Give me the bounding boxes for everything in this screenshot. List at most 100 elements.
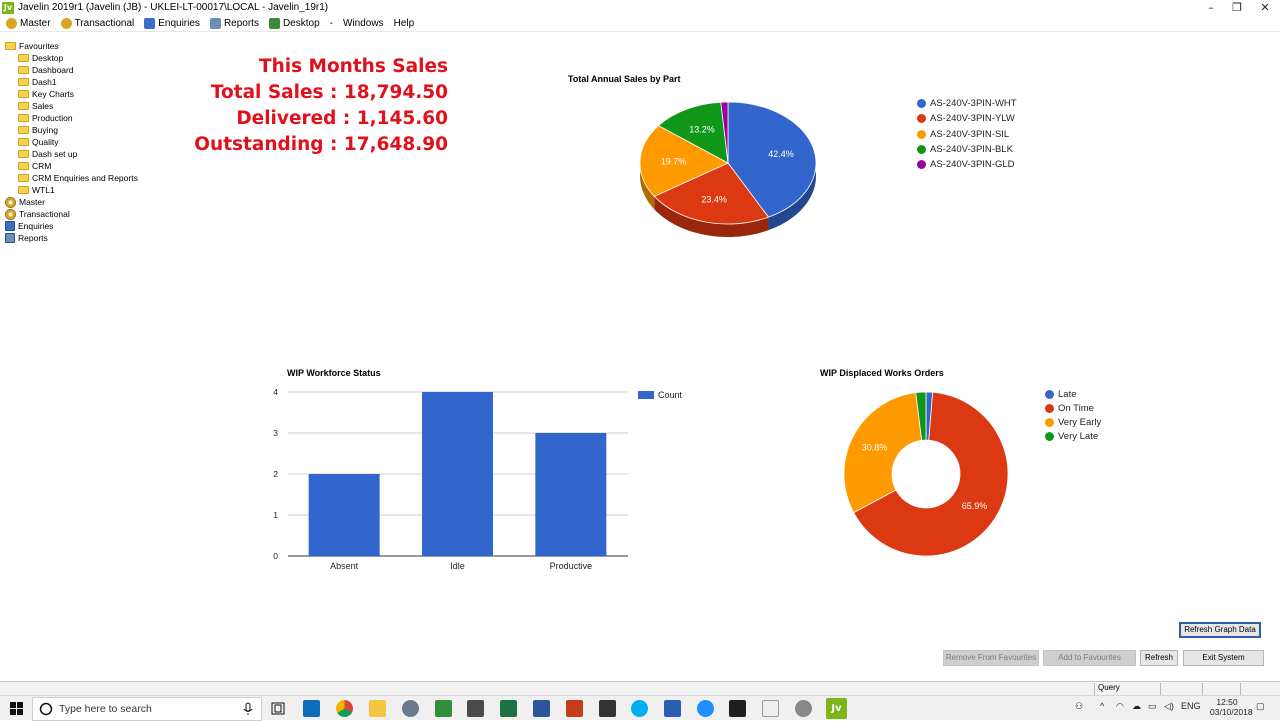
menu-transactional[interactable]: Transactional [60, 15, 134, 32]
app-icon[interactable] [599, 700, 616, 717]
folder-icon [18, 78, 29, 86]
menu-enquiries[interactable]: Enquiries [144, 15, 200, 32]
tree-item-key-charts[interactable]: Key Charts [18, 88, 138, 100]
exit-system-button[interactable]: Exit System [1183, 650, 1264, 666]
menu-help[interactable]: Help [394, 15, 415, 32]
menu-windows[interactable]: Windows [343, 15, 384, 32]
word-icon[interactable] [533, 700, 550, 717]
status-cell [1240, 683, 1280, 695]
volume-icon[interactable]: ◁) [1164, 701, 1174, 711]
tree-item-master[interactable]: Master [5, 196, 138, 208]
tree-item-buying[interactable]: Buying [18, 124, 138, 136]
bar-productive [535, 433, 607, 556]
app-icon[interactable] [762, 700, 779, 717]
refresh-graph-data-button[interactable]: Refresh Graph Data [1179, 622, 1261, 638]
menu-bar: Master Transactional Enquiries Reports Deskt… [0, 15, 1280, 32]
chrome-icon[interactable] [336, 700, 353, 717]
tree-item-dash1[interactable]: Dash1 [18, 76, 138, 88]
outlook-icon[interactable] [303, 700, 320, 717]
menu-reports[interactable]: Reports [209, 15, 259, 32]
tree-item-desktop[interactable]: Desktop [18, 52, 138, 64]
terminal-icon[interactable] [729, 700, 746, 717]
remove-from-favourites-button[interactable]: Remove From Favourites [943, 650, 1039, 666]
tree-item-crm-enquiries-and-reports[interactable]: CRM Enquiries and Reports [18, 172, 138, 184]
add-to-favourites-button[interactable]: Add to Favourites [1043, 650, 1136, 666]
displaced-orders-chart-title: WIP Displaced Works Orders [820, 368, 944, 378]
y-tick-label: 2 [273, 469, 278, 479]
workforce-bar-chart: 0 1 2 3 4 Absent Idle Productive Count [273, 387, 682, 571]
legend-item: AS-240V-3PIN-WHT [917, 98, 1017, 109]
menu-label: Windows [342, 17, 384, 29]
windows-start-icon[interactable] [10, 702, 23, 715]
tree-item-production[interactable]: Production [18, 112, 138, 124]
people-icon[interactable]: ⚇ [1075, 701, 1084, 711]
taskbar-search[interactable]: Type here to search [32, 697, 262, 721]
edge-icon[interactable] [697, 700, 714, 717]
tree-item-reports[interactable]: Reports [5, 232, 138, 244]
outstanding-sales: Outstanding : 17,648.90 [194, 134, 448, 155]
tree-item-favourites[interactable]: Favourites [5, 40, 138, 52]
tree-item-enquiries[interactable]: Enquiries [5, 220, 138, 232]
notifications-icon[interactable]: ▢ [1256, 701, 1265, 711]
app-icon[interactable] [795, 700, 812, 717]
folder-icon [18, 162, 29, 170]
tree-item-crm[interactable]: CRM [18, 160, 138, 172]
legend-label: AS-240V-3PIN-WHT [930, 98, 1017, 109]
wifi-icon[interactable]: ◠ [1116, 701, 1124, 711]
displaced-orders-donut-chart: 65.9% 30.8% [843, 391, 1009, 557]
search-placeholder: Type here to search [59, 703, 152, 715]
menu-desktop[interactable]: Desktop [268, 15, 320, 32]
file-explorer-icon[interactable] [369, 700, 386, 717]
legend-item: Very Late [1045, 431, 1098, 442]
close-button[interactable]: ✕ [1260, 1, 1270, 14]
pie-slice-as-240v-3pin-blk [657, 101, 729, 164]
legend-marker [1045, 418, 1054, 427]
pie-data-label: 65.9% [962, 501, 988, 511]
javelin-taskbar-icon[interactable]: Jv [826, 698, 847, 719]
powerpoint-icon[interactable] [566, 700, 583, 717]
microphone-icon[interactable] [243, 702, 253, 716]
pie-slice-side [654, 196, 769, 237]
maximize-button[interactable]: ❐ [1232, 1, 1242, 14]
pie-data-label: 30.8% [862, 442, 888, 452]
legend-item: Late [1045, 389, 1077, 400]
legend-marker [1045, 432, 1054, 441]
network-icon[interactable]: ▭ [1148, 701, 1157, 711]
app-icon[interactable] [435, 700, 452, 717]
tools-icon[interactable] [467, 700, 484, 717]
bar-absent [308, 474, 380, 556]
excel-icon[interactable] [500, 700, 517, 717]
legend-marker [638, 391, 654, 399]
title-bar: Jv Javelin 2019r1 (Javelin (JB) - UKLEI-… [0, 0, 1280, 15]
cloud-icon[interactable]: ☁ [1132, 701, 1141, 711]
annual-sales-chart-title: Total Annual Sales by Part [568, 74, 681, 84]
legend-item: On Time [1045, 403, 1094, 414]
tree-item-dashboard[interactable]: Dashboard [18, 64, 138, 76]
menu-master[interactable]: Master [6, 15, 51, 32]
app-icon[interactable] [402, 700, 419, 717]
task-view-icon[interactable] [271, 702, 285, 715]
sales-summary: This Months Sales Total Sales : 18,794.5… [194, 54, 448, 158]
javelin-app-icon: Jv [2, 1, 14, 14]
tree-item-quality[interactable]: Quality [18, 136, 138, 148]
folder-icon [18, 114, 29, 122]
tray-chevron-icon[interactable]: ^ [1100, 701, 1105, 711]
menu-label: - [329, 17, 333, 29]
tree-item-transactional[interactable]: Transactional [5, 208, 138, 220]
refresh-button[interactable]: Refresh [1140, 650, 1178, 666]
minimize-button[interactable]: – [1208, 1, 1214, 14]
tree-item-sales[interactable]: Sales [18, 100, 138, 112]
delivered-sales: Delivered : 1,145.60 [236, 108, 448, 129]
gear-icon [5, 196, 16, 208]
tree-item-dash-set-up[interactable]: Dash set up [18, 148, 138, 160]
total-sales: Total Sales : 18,794.50 [210, 82, 448, 103]
tree-item-wtl1[interactable]: WTL1 [18, 184, 138, 196]
clock[interactable]: 12:50 03/10/2018 [1210, 697, 1253, 717]
status-cell [1202, 683, 1240, 695]
legend-marker [917, 129, 926, 139]
language-indicator[interactable]: ENG [1181, 701, 1201, 711]
y-tick-label: 3 [273, 428, 278, 438]
skype-icon[interactable] [631, 700, 648, 717]
chart-app-icon[interactable] [664, 700, 681, 717]
x-tick-label: Idle [450, 561, 465, 571]
